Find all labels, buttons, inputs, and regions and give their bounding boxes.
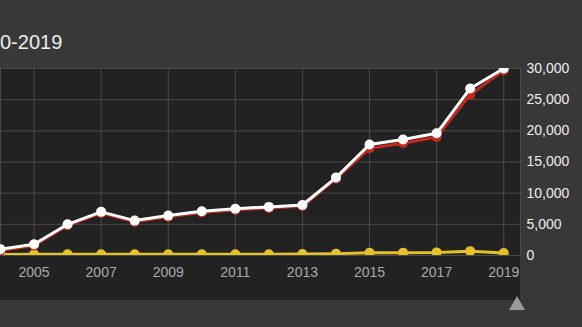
svg-text:2007: 2007 [86,264,117,280]
svg-text:0: 0 [527,247,535,263]
svg-text:5,000: 5,000 [527,216,562,232]
svg-text:2019: 2019 [488,264,519,280]
svg-text:2005: 2005 [18,264,49,280]
html-text:0-2019: 0-2019 [0,31,63,53]
svg-text:20,000: 20,000 [527,122,570,138]
svg-text:15,000: 15,000 [527,153,570,169]
svg-text:2011: 2011 [220,264,250,280]
svg-text:10,000: 10,000 [527,185,570,201]
svg-text:2013: 2013 [287,264,318,280]
svg-text:30,000: 30,000 [527,60,570,76]
svg-text:2015: 2015 [354,264,385,280]
svg-text:25,000: 25,000 [527,91,570,107]
svg-text:2009: 2009 [153,264,184,280]
svg-text:2017: 2017 [421,264,452,280]
